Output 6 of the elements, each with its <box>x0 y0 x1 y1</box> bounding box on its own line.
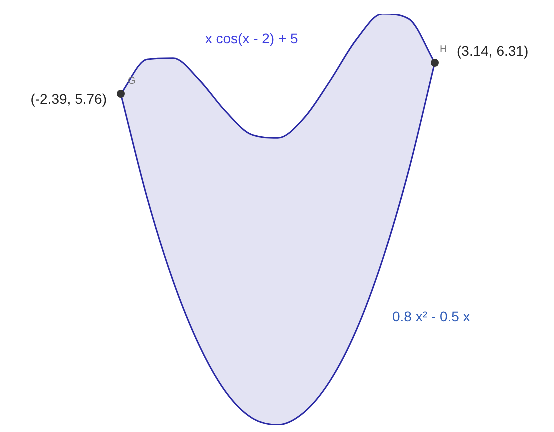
text: (3.14, 6.31) <box>457 42 529 59</box>
annotation: H <box>440 44 448 56</box>
series-label: 0.8 x² - 0.5 x <box>392 308 470 324</box>
text: (-2.39, 5.76) <box>30 91 107 108</box>
series-label: x cos(x - 2) + 5 <box>205 30 299 47</box>
annotation: G <box>128 76 136 87</box>
